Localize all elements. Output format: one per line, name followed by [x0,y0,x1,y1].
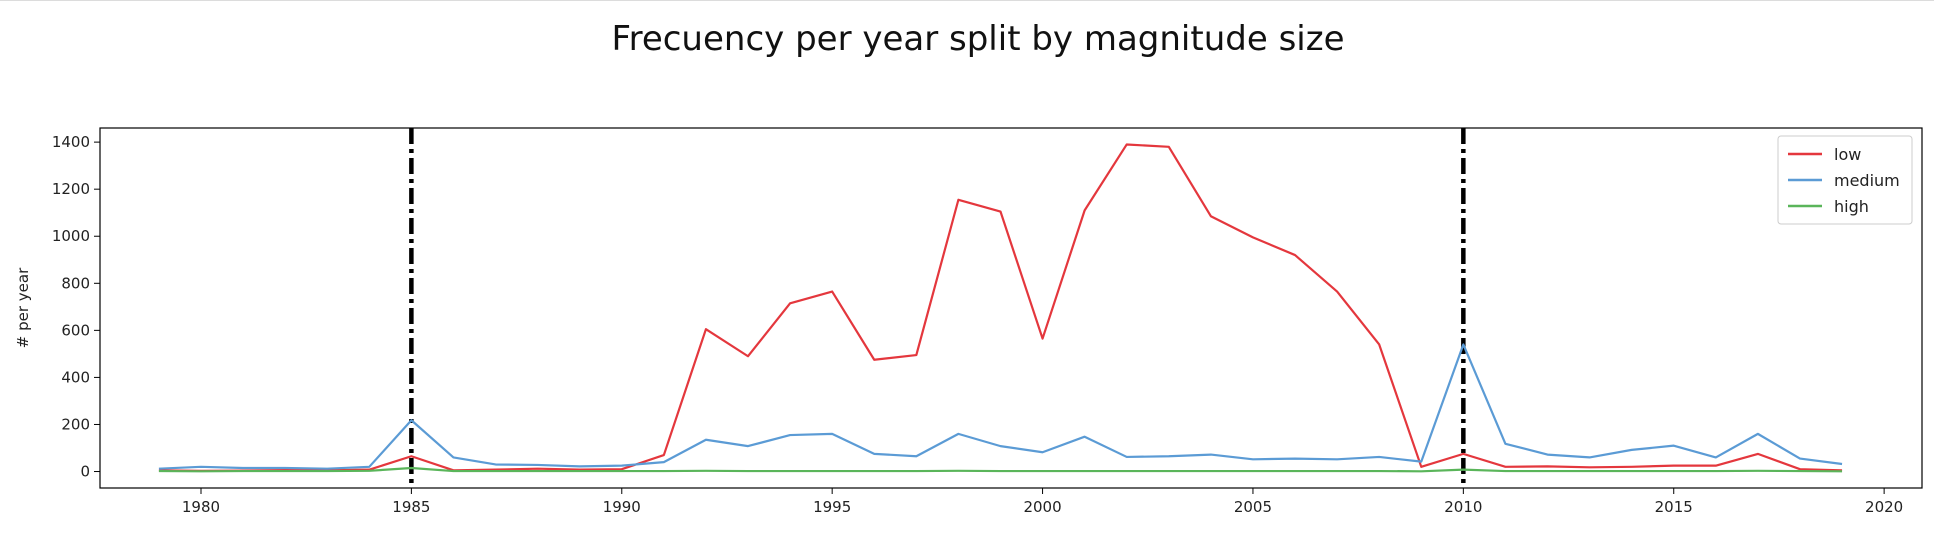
x-tick-label: 1995 [813,498,851,516]
y-tick-label: 600 [61,321,90,339]
legend: low medium high [1777,135,1913,225]
series-line-low [158,143,1843,472]
x-tick-label: 2000 [1023,498,1061,516]
x-tick-label: 1990 [603,498,641,516]
x-tick-label: 2005 [1234,498,1272,516]
legend-box [1777,135,1913,225]
y-tick-label: 0 [80,463,90,481]
series-line-high [158,466,1843,473]
legend-label-low: low [1834,145,1861,164]
y-axis-label: # per year [14,267,32,348]
legend-label-high: high [1834,197,1869,216]
plot-area-frame [99,127,1923,489]
vertical-markers [409,128,1466,488]
y-tick-label: 800 [61,274,90,292]
legend-label-medium: medium [1834,171,1900,190]
top-divider [0,0,1934,1]
y-axis-ticks: 0 200 400 600 800 1000 1200 1400 [52,133,100,481]
y-tick-label: 1000 [52,227,90,245]
y-tick-label: 1400 [52,133,90,151]
x-tick-label: 1980 [182,498,220,516]
x-tick-label: 2020 [1865,498,1903,516]
chart-title: Frecuency per year split by magnitude si… [612,19,1345,59]
y-tick-label: 400 [61,368,90,386]
x-tick-label: 2010 [1444,498,1482,516]
y-tick-label: 200 [61,415,90,433]
x-tick-label: 1985 [392,498,430,516]
y-tick-label: 1200 [52,180,90,198]
x-axis-ticks: 1980 1985 1990 1995 2000 2005 2010 2015 2020 [182,488,1903,516]
x-tick-label: 2015 [1655,498,1693,516]
series-lines [158,143,1843,473]
series-line-medium [158,343,1843,470]
legend-items: low medium high [1788,145,1900,216]
